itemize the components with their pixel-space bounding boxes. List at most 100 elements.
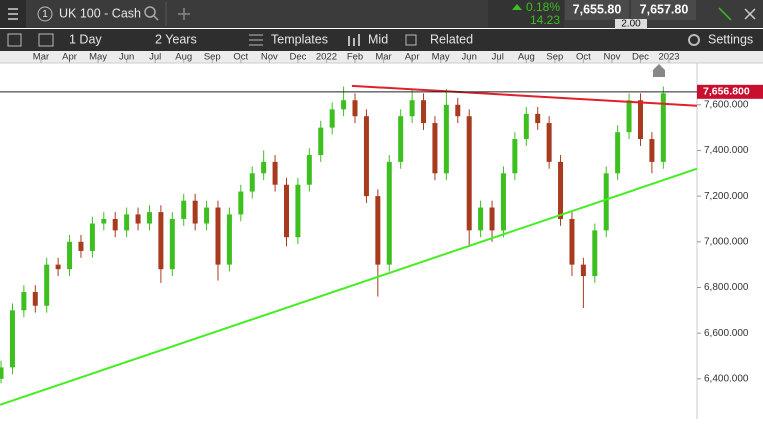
x-tick-label: Apr xyxy=(405,52,420,63)
candle-body xyxy=(649,139,655,162)
x-tick-label: Apr xyxy=(62,52,77,63)
candle-body xyxy=(272,161,278,185)
close-icon[interactable] xyxy=(744,8,756,20)
x-tick-label: Mar xyxy=(375,52,391,63)
instrument-name[interactable]: UK 100 - Cash xyxy=(59,6,141,20)
candle-body xyxy=(569,218,575,265)
sell-box[interactable] xyxy=(565,0,629,20)
x-tick-label: Jun xyxy=(119,52,134,63)
x-tick-label: Dec xyxy=(632,52,649,63)
x-tick-label: Aug xyxy=(518,52,535,63)
x-tick-label: 2023 xyxy=(658,52,679,63)
x-tick-label: May xyxy=(432,52,450,63)
candle-body xyxy=(249,173,255,192)
y-tick-label: 6,600.000 xyxy=(704,328,749,339)
y-tick-label: 6,800.000 xyxy=(704,282,749,293)
range-button[interactable]: 2 Years xyxy=(155,32,197,46)
date-axis xyxy=(0,51,763,63)
search-icon[interactable] xyxy=(144,6,156,18)
candle-body xyxy=(637,100,643,140)
expand-icon[interactable] xyxy=(718,7,732,21)
candle-body xyxy=(398,116,404,162)
x-tick-label: Oct xyxy=(233,52,248,63)
candle-body xyxy=(512,139,518,174)
candle-body xyxy=(523,113,529,140)
x-tick-label: Oct xyxy=(576,52,591,63)
x-tick-label: Aug xyxy=(175,52,192,63)
candle-body xyxy=(592,230,598,277)
candle-body xyxy=(603,173,609,231)
candle-body xyxy=(295,184,301,238)
x-tick-label: Sep xyxy=(546,52,563,63)
sell-price: 7,655.80 xyxy=(573,2,622,16)
candle-body xyxy=(226,214,232,265)
related-icon xyxy=(405,34,417,46)
change-pct: 0.18% xyxy=(526,0,560,14)
buy-box[interactable] xyxy=(631,0,696,20)
candle-body xyxy=(352,100,358,117)
now-marker xyxy=(653,64,665,77)
candle-body xyxy=(535,113,541,124)
candle-body xyxy=(146,212,152,224)
candle-body xyxy=(78,241,84,251)
price-type-icon xyxy=(348,34,360,46)
panel-icon[interactable] xyxy=(7,33,22,47)
change-pts: 14.23 xyxy=(530,13,560,27)
candle-body xyxy=(67,241,73,270)
candle-body xyxy=(238,191,244,215)
candle-body xyxy=(489,207,495,231)
y-tick-label: 7,200.000 xyxy=(704,191,749,202)
count: 1 xyxy=(42,9,48,20)
toolbar xyxy=(0,29,763,51)
x-tick-label: Mar xyxy=(33,52,49,63)
x-tick-label: Nov xyxy=(261,52,278,63)
settings-button[interactable]: Settings xyxy=(708,32,753,46)
candle-body xyxy=(363,116,369,197)
x-tick-label: Sep xyxy=(204,52,221,63)
candle-body xyxy=(558,161,564,219)
x-tick-label: Jul xyxy=(492,52,504,63)
y-tick-label: 7,600.000 xyxy=(704,99,749,110)
templates-button[interactable]: Templates xyxy=(271,32,328,46)
candle-body xyxy=(9,310,15,368)
add-icon[interactable] xyxy=(178,8,190,20)
spread: 2.00 xyxy=(621,19,641,30)
interval-button[interactable]: 1 Day xyxy=(69,32,102,46)
candle-body xyxy=(626,100,632,133)
candle-body xyxy=(32,292,38,306)
candle-body xyxy=(660,93,666,162)
up-arrow xyxy=(512,4,522,10)
candle-body xyxy=(44,264,50,306)
candle-body xyxy=(478,207,484,231)
price-type-button[interactable]: Mid xyxy=(368,32,388,46)
candle-body xyxy=(181,200,187,219)
candle-body xyxy=(101,218,107,224)
search-icon xyxy=(153,15,159,21)
buy-price: 7,657.80 xyxy=(640,2,689,16)
candle-body xyxy=(215,207,221,265)
y-tick-label: 7,400.000 xyxy=(704,145,749,156)
x-tick-label: Dec xyxy=(289,52,306,63)
candle-body xyxy=(261,161,267,174)
trendline xyxy=(351,84,698,107)
candle-body xyxy=(466,116,472,231)
count-badge xyxy=(37,6,53,22)
change-box xyxy=(488,0,564,28)
candle-body xyxy=(135,214,141,224)
candle-body xyxy=(443,104,449,174)
candle-body xyxy=(318,127,324,156)
related-button[interactable]: Related xyxy=(430,32,473,46)
candle-body xyxy=(283,184,289,238)
layout-icon[interactable] xyxy=(38,33,54,47)
x-tick-label: Jun xyxy=(462,52,477,63)
candle-body xyxy=(615,132,621,174)
candle-body xyxy=(21,292,27,311)
candle-body xyxy=(89,223,95,251)
y-tick-label: 7,000.000 xyxy=(704,236,749,247)
current-price-box xyxy=(697,84,763,99)
x-tick-label: Feb xyxy=(347,52,363,63)
y-tick-label: 6,400.000 xyxy=(704,373,749,384)
x-tick-label: Nov xyxy=(603,52,620,63)
candle-body xyxy=(0,367,4,379)
candle-body xyxy=(192,200,198,224)
